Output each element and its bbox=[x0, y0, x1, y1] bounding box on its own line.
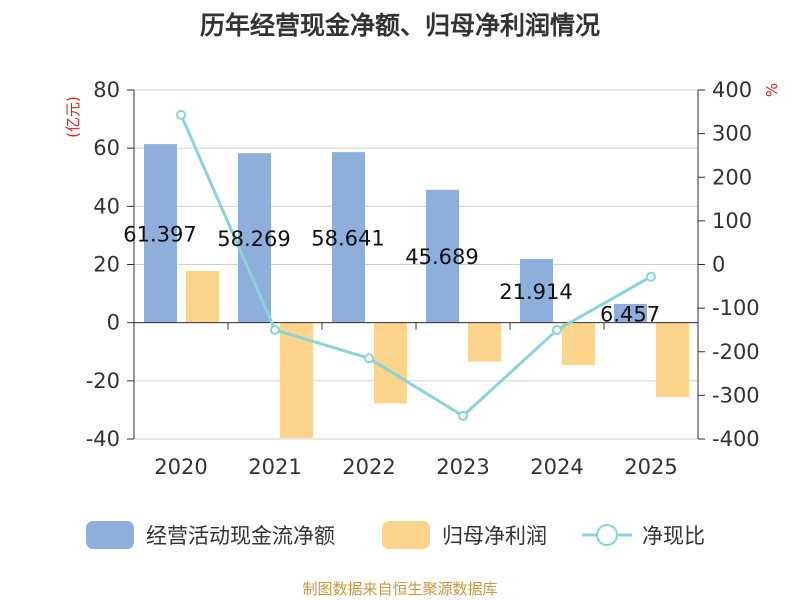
data-label-cash-flow: 61.397 bbox=[123, 222, 196, 246]
x-axis-tick-label: 2023 bbox=[436, 455, 489, 479]
x-axis-tick-label: 2025 bbox=[624, 455, 677, 479]
right-axis-tick-label: -300 bbox=[712, 383, 760, 407]
left-axis-tick-label: 20 bbox=[93, 253, 120, 277]
ratio-point bbox=[458, 410, 468, 421]
bar-net-profit bbox=[656, 322, 689, 398]
legend-label-ratio: 净现比 bbox=[642, 524, 705, 548]
right-axis-tick-label: 400 bbox=[712, 78, 752, 102]
ratio-point bbox=[176, 109, 186, 120]
ratio-point bbox=[552, 324, 562, 335]
left-axis-tick-label: 80 bbox=[93, 78, 120, 102]
x-axis-tick-label: 2024 bbox=[530, 455, 583, 479]
bar-net-profit bbox=[562, 322, 595, 366]
data-label-cash-flow: 45.689 bbox=[405, 245, 478, 269]
bar-cash-flow bbox=[426, 189, 459, 323]
data-label-cash-flow: 58.269 bbox=[217, 227, 290, 251]
legend-swatch-net-profit bbox=[382, 521, 430, 549]
right-axis-unit: % bbox=[763, 83, 781, 97]
legend-swatch-ratio-marker bbox=[596, 524, 618, 546]
data-label-cash-flow: 58.641 bbox=[311, 226, 384, 250]
left-axis-tick-label: 40 bbox=[93, 194, 120, 218]
ratio-line bbox=[176, 109, 656, 421]
right-axis-tick-label: 100 bbox=[712, 209, 752, 233]
right-axis-tick-label: -200 bbox=[712, 340, 760, 364]
bar-cash-flow bbox=[614, 303, 647, 323]
source-note: 制图数据来自恒生聚源数据库 bbox=[302, 580, 498, 598]
bar-net-profit bbox=[280, 322, 313, 438]
bar-net-profit bbox=[186, 270, 219, 323]
right-axis-tick-label: -400 bbox=[712, 427, 760, 451]
data-label-cash-flow: 21.914 bbox=[499, 280, 572, 304]
bar-cash-flow bbox=[144, 144, 177, 323]
bar-cash-flow bbox=[238, 153, 271, 323]
bar-cash-flow bbox=[520, 258, 553, 323]
bar-cash-flow bbox=[332, 152, 365, 323]
ratio-point bbox=[646, 271, 656, 282]
legend: 经营活动现金流净额 归母净利润 净现比 bbox=[86, 521, 705, 549]
legend-swatch-cash-flow bbox=[86, 521, 134, 549]
x-axis-tick-label: 2022 bbox=[342, 455, 395, 479]
right-axis-tick-label: 200 bbox=[712, 165, 752, 189]
ratio-point bbox=[270, 324, 280, 335]
right-axis-tick-label: 0 bbox=[712, 253, 725, 277]
axes: -40-20020406080-400-300-200-100010020030… bbox=[64, 78, 781, 479]
chart-title: 历年经营现金净额、归母净利润情况 bbox=[199, 11, 600, 40]
data-label-cash-flow: 6.457 bbox=[600, 302, 660, 326]
legend-label-cash-flow: 经营活动现金流净额 bbox=[146, 524, 335, 548]
x-axis-tick-label: 2020 bbox=[154, 455, 207, 479]
left-axis-tick-label: 60 bbox=[93, 136, 120, 160]
right-axis-tick-label: 300 bbox=[712, 122, 752, 146]
left-axis-tick-label: 0 bbox=[107, 311, 120, 335]
left-axis-tick-label: -20 bbox=[86, 369, 120, 393]
bar-net-profit bbox=[468, 322, 501, 362]
left-axis-unit: (亿元) bbox=[64, 96, 82, 138]
bars bbox=[144, 144, 689, 438]
ratio-point bbox=[364, 353, 374, 364]
left-axis-tick-label: -40 bbox=[86, 427, 120, 451]
right-axis-tick-label: -100 bbox=[712, 296, 760, 320]
x-axis-tick-label: 2021 bbox=[248, 455, 301, 479]
data-labels: 61.397 58.269 58.641 45.689 21.914 6.457 bbox=[123, 222, 660, 326]
ratio-line-path bbox=[179, 114, 652, 418]
legend-label-net-profit: 归母净利润 bbox=[442, 524, 547, 548]
